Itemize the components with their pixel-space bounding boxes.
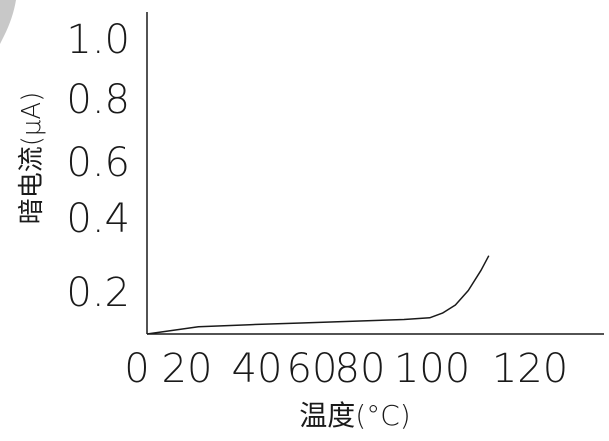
x-tick-label: 100 [394,346,470,392]
series-layer [146,255,490,335]
y-tick-label: 0.4 [66,196,130,242]
y-tick-label: 0.6 [66,140,130,186]
x-tick-label: 120 [492,346,568,392]
x-tick-label: 40 [232,346,283,392]
x-tick-label: 0 [124,346,149,392]
x-tick-label: 20 [162,346,213,392]
y-tick-label: 1.0 [66,17,130,63]
x-axis-title: 温度(°C) [299,399,410,432]
axes [146,12,604,335]
series-line-0 [146,255,490,335]
corner-decoration [0,0,16,44]
y-axis-title: 暗电流(μA) [17,92,47,225]
x-tick-label: 60 [287,346,338,392]
y-tick-label: 0.8 [66,77,130,123]
x-tick-label: 80 [335,346,386,392]
y-tick-label: 0.2 [66,270,130,316]
